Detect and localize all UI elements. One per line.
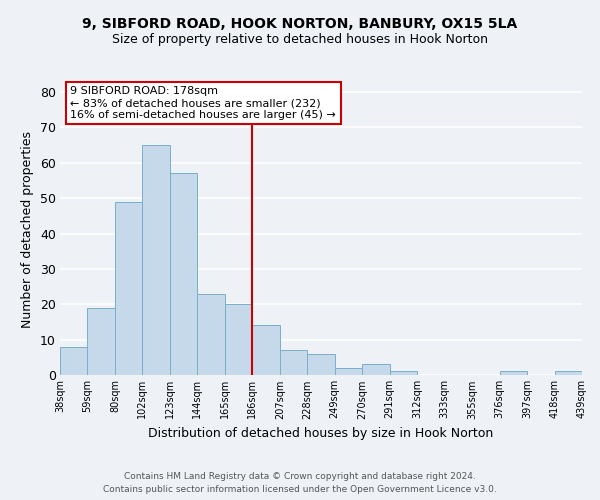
Text: Contains HM Land Registry data © Crown copyright and database right 2024.: Contains HM Land Registry data © Crown c… (124, 472, 476, 481)
Text: 9, SIBFORD ROAD, HOOK NORTON, BANBURY, OX15 5LA: 9, SIBFORD ROAD, HOOK NORTON, BANBURY, O… (82, 18, 518, 32)
Bar (197, 294, 225, 375)
Bar (253, 326, 280, 375)
Bar (225, 304, 253, 375)
Bar (362, 364, 389, 375)
Y-axis label: Number of detached properties: Number of detached properties (21, 132, 34, 328)
Bar (170, 174, 197, 375)
Bar (115, 202, 142, 375)
Bar (307, 354, 335, 375)
Bar (554, 372, 582, 375)
Bar (142, 145, 170, 375)
Bar (500, 372, 527, 375)
Bar (60, 346, 88, 375)
Bar (88, 308, 115, 375)
Text: 9 SIBFORD ROAD: 178sqm
← 83% of detached houses are smaller (232)
16% of semi-de: 9 SIBFORD ROAD: 178sqm ← 83% of detached… (70, 86, 336, 120)
Bar (389, 372, 417, 375)
Text: Contains public sector information licensed under the Open Government Licence v3: Contains public sector information licen… (103, 485, 497, 494)
Text: Size of property relative to detached houses in Hook Norton: Size of property relative to detached ho… (112, 32, 488, 46)
Bar (335, 368, 362, 375)
X-axis label: Distribution of detached houses by size in Hook Norton: Distribution of detached houses by size … (148, 427, 494, 440)
Bar (280, 350, 307, 375)
